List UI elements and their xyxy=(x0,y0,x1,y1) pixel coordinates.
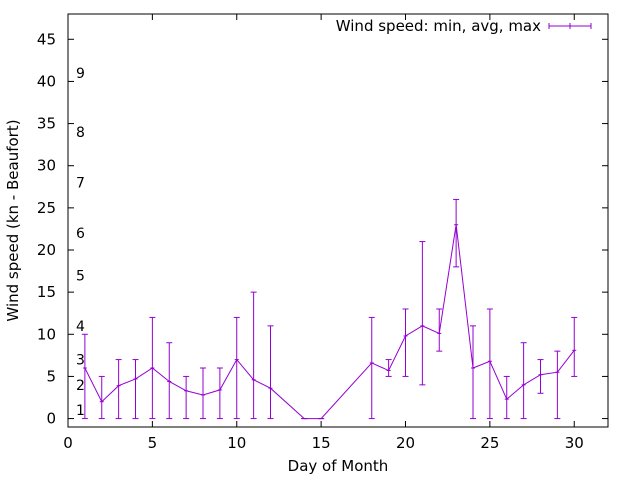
y-tick-label: 45 xyxy=(37,30,56,48)
error-bar xyxy=(98,375,105,420)
error-bar xyxy=(166,342,173,420)
x-tick-label: 20 xyxy=(396,434,415,452)
error-bar xyxy=(149,316,156,420)
x-tick-label: 5 xyxy=(148,434,158,452)
error-bar xyxy=(503,375,510,420)
error-bar xyxy=(486,308,493,420)
beaufort-scale: 1 2 3 4 5 6 7 8 9 xyxy=(76,66,85,419)
y-tick-label: 30 xyxy=(37,157,56,175)
y-tick-label: 35 xyxy=(37,115,56,133)
y-axis-title: Wind speed (kn - Beaufort) xyxy=(4,119,22,321)
error-bar xyxy=(436,308,443,352)
error-bar xyxy=(368,316,375,420)
legend-label: Wind speed: min, avg, max xyxy=(336,17,541,35)
beaufort-label: 4 xyxy=(76,319,85,335)
beaufort-label: 5 xyxy=(76,268,85,284)
error-bar xyxy=(470,325,476,420)
error-bar xyxy=(554,350,561,420)
series-line xyxy=(84,224,575,420)
y-tick-label: 5 xyxy=(46,367,56,385)
y-tick-label: 15 xyxy=(37,283,56,301)
y-tick-label: 25 xyxy=(37,199,56,217)
error-bar xyxy=(132,359,139,420)
legend: Wind speed: min, avg, max xyxy=(336,17,592,35)
beaufort-label: 2 xyxy=(76,378,85,394)
x-tick-label: 15 xyxy=(312,434,331,452)
error-bar xyxy=(402,308,409,377)
beaufort-label: 7 xyxy=(76,176,85,192)
error-bar xyxy=(537,359,544,394)
error-bar xyxy=(216,367,223,420)
error-bar xyxy=(200,367,206,420)
error-bar xyxy=(233,316,240,420)
y-tick-label: 20 xyxy=(37,241,56,259)
error-bar xyxy=(267,325,274,420)
y-tick-label: 0 xyxy=(46,410,56,428)
beaufort-label: 3 xyxy=(76,353,85,369)
error-bar xyxy=(453,198,460,268)
error-bar xyxy=(571,316,578,377)
x-tick-label: 25 xyxy=(480,434,499,452)
axis-ticks xyxy=(67,14,608,427)
beaufort-label: 1 xyxy=(76,403,85,419)
y-tick-label: 40 xyxy=(37,72,56,90)
y-tick-label: 10 xyxy=(37,325,56,343)
legend-sample xyxy=(548,23,592,29)
error-bar xyxy=(115,359,122,420)
x-tick-label: 30 xyxy=(565,434,584,452)
error-bar xyxy=(250,291,257,420)
error-bar xyxy=(81,333,88,420)
x-tick-label: 0 xyxy=(63,434,73,452)
error-bar xyxy=(183,375,190,420)
plot-frame xyxy=(67,13,609,428)
beaufort-label: 8 xyxy=(76,125,85,141)
error-bar xyxy=(520,342,527,420)
error-bar xyxy=(385,359,392,377)
series-layer xyxy=(81,198,578,420)
beaufort-label: 6 xyxy=(76,226,85,242)
error-bar xyxy=(419,241,426,386)
x-tick-label: 10 xyxy=(227,434,246,452)
beaufort-label: 9 xyxy=(76,66,85,82)
x-axis-title: Day of Month xyxy=(288,457,389,475)
